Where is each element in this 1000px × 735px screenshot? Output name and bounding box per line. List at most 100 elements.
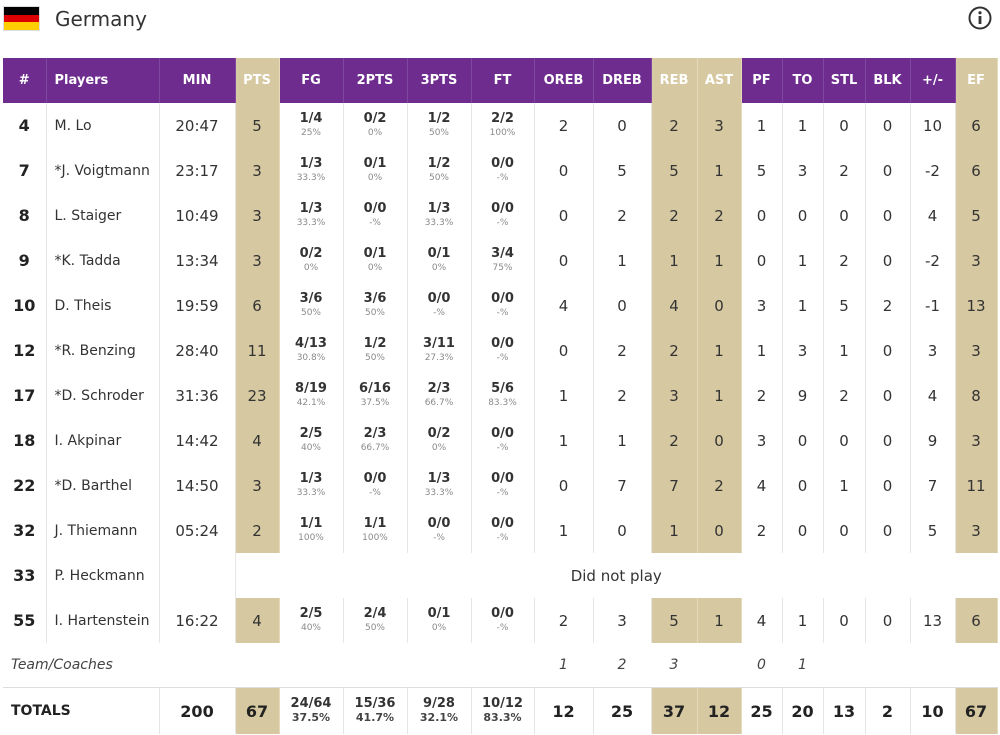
header-ft[interactable]: FT	[471, 58, 535, 103]
player-name[interactable]: *K. Tadda	[46, 238, 160, 283]
total-minutes: 200	[159, 687, 236, 734]
field-goals-pair: 1/1 100%	[280, 516, 343, 545]
player-name[interactable]: *D. Schroder	[46, 373, 160, 418]
plus-minus: 4	[910, 373, 956, 418]
header-pts[interactable]: PTS	[235, 58, 280, 103]
assists: 0	[697, 418, 742, 463]
header-blk[interactable]: BLK	[865, 58, 911, 103]
header-pf[interactable]: PF	[741, 58, 783, 103]
total-personal-fouls: 25	[741, 687, 783, 734]
defensive-rebounds: 0	[593, 508, 652, 553]
points: 3	[235, 148, 280, 193]
player-row: 22 *D. Barthel 14:50 3 1/3 33.3% 0/0 -% 1/3 33.3%…	[3, 463, 998, 508]
field-goals-made-attempted: 8/19	[295, 380, 327, 396]
player-name[interactable]: L. Staiger	[46, 193, 160, 238]
three-pointers-made-attempted: 0/2	[427, 425, 451, 441]
efficiency: 6	[955, 148, 998, 193]
plus-minus: 4	[910, 193, 956, 238]
player-row: 32 J. Thiemann 05:24 2 1/1 100% 1/1 100% 0/0 -% 0/…	[3, 508, 998, 553]
personal-fouls: 1	[741, 328, 783, 373]
player-name[interactable]: I. Hartenstein	[46, 598, 160, 643]
turnovers: 9	[782, 373, 824, 418]
efficiency: 3	[955, 328, 998, 373]
player-name[interactable]: M. Lo	[46, 103, 160, 148]
header-3pts[interactable]: 3PTS	[407, 58, 472, 103]
turnovers: 0	[782, 418, 824, 463]
header-fg[interactable]: FG	[279, 58, 344, 103]
rebounds: 2	[651, 328, 698, 373]
player-name[interactable]: I. Akpinar	[46, 418, 160, 463]
rebounds: 7	[651, 463, 698, 508]
two-pointers-made-attempted: 1/2	[363, 335, 387, 351]
field-goals-made-attempted: 1/3	[299, 200, 323, 216]
header-ast[interactable]: AST	[697, 58, 742, 103]
player-row: 33 P. Heckmann Did not play	[3, 553, 997, 598]
two-pointers-percentage: 0%	[367, 127, 383, 138]
header-to[interactable]: TO	[782, 58, 824, 103]
two-pointers: 0/1 0%	[343, 238, 408, 283]
assists: 2	[697, 193, 742, 238]
total-assists: 12	[697, 687, 742, 734]
player-name[interactable]: P. Heckmann	[46, 553, 160, 598]
efficiency: 13	[955, 283, 998, 328]
field-goals-pair: 2/5 40%	[280, 606, 343, 635]
player-name[interactable]: *D. Barthel	[46, 463, 160, 508]
personal-fouls: 0	[741, 238, 783, 283]
two-pointers-made-attempted: 1/1	[363, 515, 387, 531]
total-turnovers: 20	[782, 687, 824, 734]
efficiency: 6	[955, 103, 998, 148]
three-pointers-percentage: -%	[433, 532, 445, 543]
two-pointers-made-attempted: 3/6	[363, 290, 387, 306]
player-number: 32	[3, 508, 47, 553]
blocks: 0	[865, 373, 911, 418]
steals: 0	[823, 193, 866, 238]
header-players[interactable]: Players	[46, 58, 160, 103]
team-personal-fouls: 0	[757, 657, 766, 673]
free-throws-pair: 0/0 -%	[472, 516, 534, 545]
field-goals-percentage: 40%	[300, 442, 321, 453]
two-pointers-percentage: 50%	[364, 622, 385, 633]
three-pointers-made-attempted: 2/3	[427, 380, 451, 396]
steals: 1	[823, 463, 866, 508]
three-pointers: 1/3 33.3%	[407, 193, 472, 238]
header-min[interactable]: MIN	[159, 58, 236, 103]
plus-minus: 10	[910, 103, 956, 148]
total-field-goals: 24/64 37.5%	[279, 687, 344, 734]
header-reb[interactable]: REB	[651, 58, 698, 103]
personal-fouls: 3	[741, 283, 783, 328]
player-name[interactable]: *J. Voigtmann	[46, 148, 160, 193]
rebounds: 1	[651, 238, 698, 283]
header-no[interactable]: #	[3, 58, 47, 103]
header-ef[interactable]: EF	[955, 58, 998, 103]
assists: 0	[697, 508, 742, 553]
minutes: 19:59	[159, 283, 236, 328]
header-oreb[interactable]: OREB	[534, 58, 594, 103]
player-name[interactable]: J. Thiemann	[46, 508, 160, 553]
blocks: 0	[865, 148, 911, 193]
player-name[interactable]: *R. Benzing	[46, 328, 160, 373]
total-offensive-rebounds: 12	[534, 687, 594, 734]
total-free-throws-made-attempted: 10/12	[482, 696, 523, 711]
efficiency: 6	[955, 598, 998, 643]
efficiency: 11	[955, 463, 998, 508]
blocks: 0	[865, 463, 911, 508]
header-dreb[interactable]: DREB	[593, 58, 652, 103]
player-row: 10 D. Theis 19:59 6 3/6 50% 3/6 50% 0/0 -% 0/0 -% 4 0…	[3, 283, 998, 328]
blocks: 2	[865, 283, 911, 328]
free-throws-pair: 0/0 -%	[472, 471, 534, 500]
info-icon[interactable]	[968, 6, 992, 30]
blocks: 0	[865, 508, 911, 553]
offensive-rebounds: 0	[534, 148, 594, 193]
player-name[interactable]: D. Theis	[46, 283, 160, 328]
personal-fouls: 3	[741, 418, 783, 463]
header-stl[interactable]: STL	[823, 58, 866, 103]
two-pointers: 0/0 -%	[343, 463, 408, 508]
player-row: 8 L. Staiger 10:49 3 1/3 33.3% 0/0 -% 1/3 33.3% 0/…	[3, 193, 998, 238]
player-row: 17 *D. Schroder 31:36 23 8/19 42.1% 6/16 37.5% 2…	[3, 373, 998, 418]
turnovers: 3	[782, 148, 824, 193]
header-plus-minus[interactable]: +/-	[910, 58, 956, 103]
header-2pts[interactable]: 2PTS	[343, 58, 408, 103]
defensive-rebounds: 5	[593, 148, 652, 193]
defensive-rebounds: 1	[593, 418, 652, 463]
efficiency: 3	[955, 238, 998, 283]
